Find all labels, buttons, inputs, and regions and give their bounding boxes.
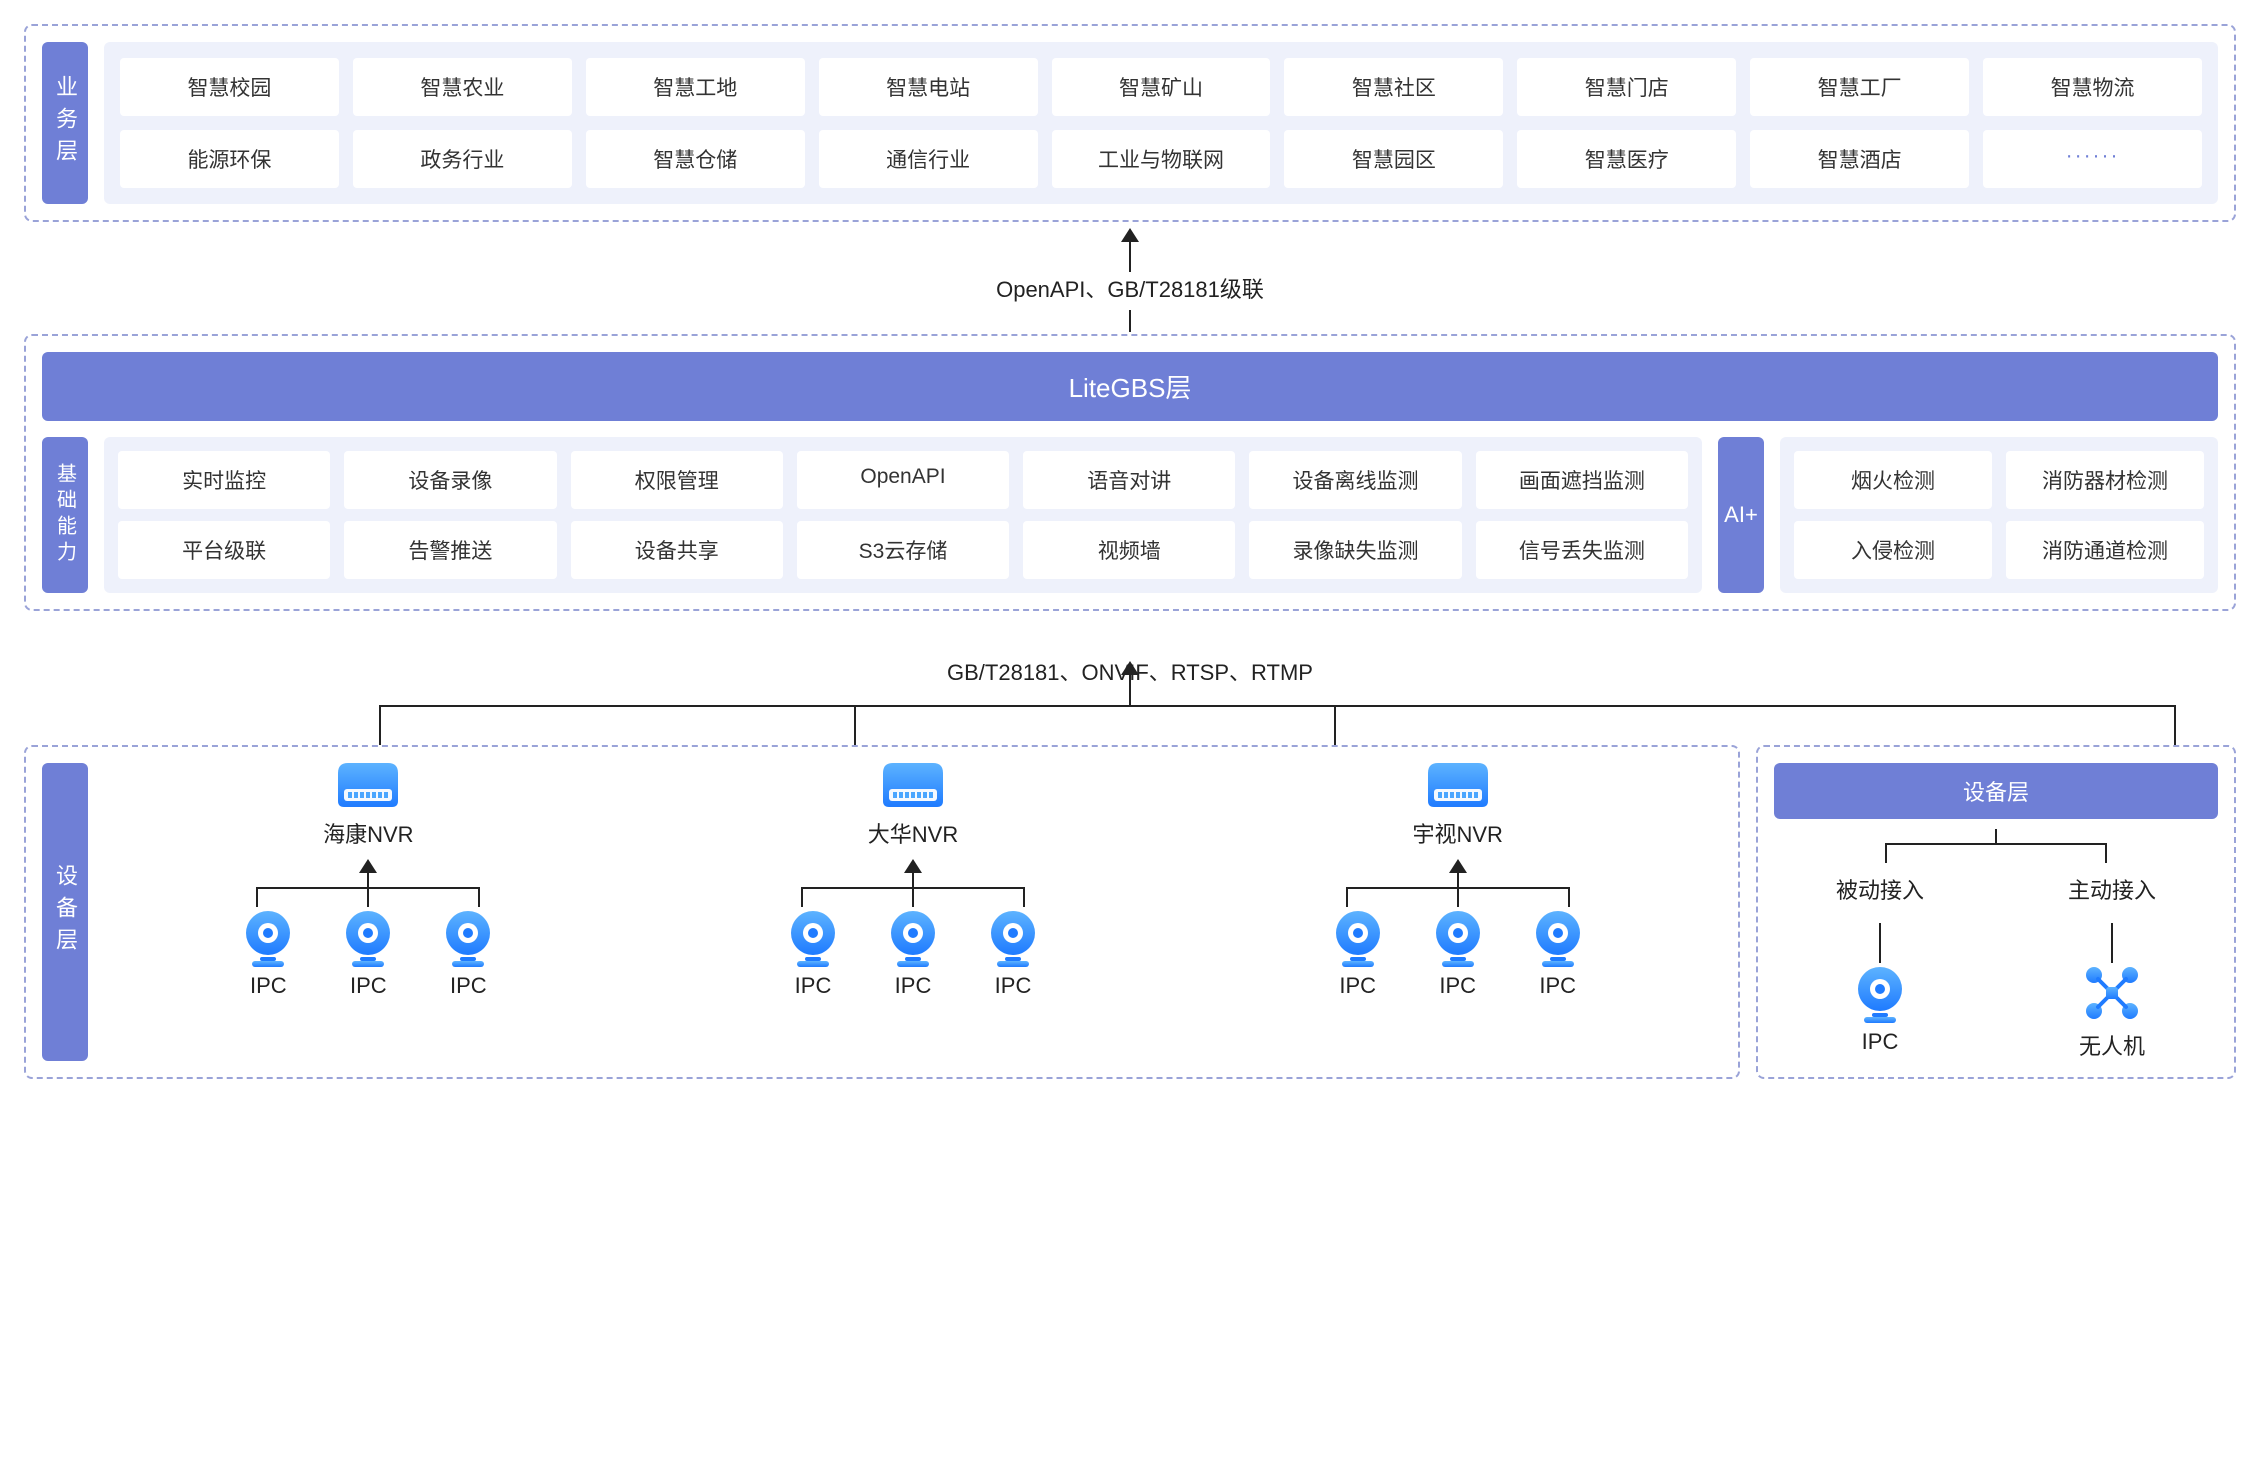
cap-cell: 实时监控 bbox=[118, 451, 330, 509]
biz-cell: 智慧校园 bbox=[120, 58, 339, 116]
biz-cell: 智慧工厂 bbox=[1750, 58, 1969, 116]
nvr-icon bbox=[1418, 763, 1498, 811]
ai-capability-label: AI+ bbox=[1718, 437, 1764, 593]
nvr-group: 宇视NVR IPC IPC IPC bbox=[1193, 763, 1722, 1061]
tree-connector bbox=[1328, 859, 1588, 907]
business-cells: 智慧校园 智慧农业 智慧工地 智慧电站 智慧矿山 智慧社区 智慧门店 智慧工厂 … bbox=[104, 42, 2218, 204]
cap-cell: 语音对讲 bbox=[1023, 451, 1235, 509]
ai-cell: 消防器材检测 bbox=[2006, 451, 2204, 509]
biz-cell: 智慧矿山 bbox=[1052, 58, 1271, 116]
ipc-label: IPC bbox=[895, 973, 932, 999]
device-right-header: 设备层 bbox=[1774, 763, 2218, 819]
access-mode: 主动接入 bbox=[2068, 873, 2156, 905]
base-capability-label: 基础能力 bbox=[42, 437, 88, 593]
cap-cell: 设备离线监测 bbox=[1249, 451, 1461, 509]
ipc-label: IPC bbox=[795, 973, 832, 999]
lite-layer: LiteGBS层 基础能力 实时监控 设备录像 权限管理 OpenAPI 语音对… bbox=[24, 334, 2236, 611]
ipc-label: IPC bbox=[995, 973, 1032, 999]
connector-bottom: GB/T28181、ONVIF、RTSP、RTMP bbox=[24, 615, 2236, 745]
cap-cell: 设备共享 bbox=[571, 521, 783, 579]
ipc-label: IPC bbox=[250, 973, 287, 999]
biz-cell: 智慧园区 bbox=[1284, 130, 1503, 188]
connector-top-label: OpenAPI、GB/T28181级联 bbox=[996, 272, 1264, 304]
ipc-icon bbox=[783, 907, 843, 967]
drone-icon bbox=[2082, 963, 2142, 1023]
base-capability-block: 基础能力 实时监控 设备录像 权限管理 OpenAPI 语音对讲 设备离线监测 … bbox=[42, 437, 1702, 593]
ipc-icon bbox=[983, 907, 1043, 967]
cap-cell: 告警推送 bbox=[344, 521, 556, 579]
right-col-active: 主动接入 无人机 bbox=[2006, 863, 2218, 1061]
ai-cell: 烟火检测 bbox=[1794, 451, 1992, 509]
ipc-icon bbox=[883, 907, 943, 967]
nvr-group: 海康NVR IPC IPC IPC bbox=[104, 763, 633, 1061]
nvr-group: 大华NVR IPC IPC IPC bbox=[649, 763, 1178, 1061]
cap-cell: 录像缺失监测 bbox=[1249, 521, 1461, 579]
arrow-up-icon bbox=[1121, 228, 1139, 242]
business-layer-label: 业务层 bbox=[42, 42, 88, 204]
biz-cell: 智慧医疗 bbox=[1517, 130, 1736, 188]
cap-cell: 权限管理 bbox=[571, 451, 783, 509]
ipc-icon bbox=[238, 907, 298, 967]
device-label: IPC bbox=[1862, 1029, 1899, 1055]
biz-cell: 智慧农业 bbox=[353, 58, 572, 116]
nvr-name: 大华NVR bbox=[868, 817, 958, 849]
biz-cell: 政务行业 bbox=[353, 130, 572, 188]
ipc-label: IPC bbox=[1439, 973, 1476, 999]
cap-cell: OpenAPI bbox=[797, 451, 1009, 509]
connector-bottom-label: GB/T28181、ONVIF、RTSP、RTMP bbox=[24, 649, 2236, 687]
device-layer-label: 设备层 bbox=[42, 763, 88, 1061]
lite-header: LiteGBS层 bbox=[42, 352, 2218, 421]
device-box-right: 设备层 被动接入 IPC 主动接入 无人机 bbox=[1756, 745, 2236, 1079]
ipc-icon bbox=[1328, 907, 1388, 967]
cap-cell: 设备录像 bbox=[344, 451, 556, 509]
ipc-label: IPC bbox=[350, 973, 387, 999]
cap-cell: 视频墙 bbox=[1023, 521, 1235, 579]
right-tree-connector bbox=[1774, 829, 2218, 863]
ai-cell: 消防通道检测 bbox=[2006, 521, 2204, 579]
ipc-icon bbox=[1850, 963, 1910, 1023]
ipc-icon bbox=[1428, 907, 1488, 967]
business-layer: 业务层 智慧校园 智慧农业 智慧工地 智慧电站 智慧矿山 智慧社区 智慧门店 智… bbox=[24, 24, 2236, 222]
device-box-left: 设备层 海康NVR IPC IPC IPC 大华NVR IPC bbox=[24, 745, 1740, 1079]
ipc-icon bbox=[338, 907, 398, 967]
cap-cell: 信号丢失监测 bbox=[1476, 521, 1688, 579]
biz-cell: 能源环保 bbox=[120, 130, 339, 188]
biz-cell-more: ······ bbox=[1983, 130, 2202, 188]
nvr-name: 海康NVR bbox=[323, 817, 413, 849]
biz-cell: 智慧社区 bbox=[1284, 58, 1503, 116]
biz-cell: 智慧酒店 bbox=[1750, 130, 1969, 188]
cap-cell: S3云存储 bbox=[797, 521, 1009, 579]
tree-connector bbox=[783, 859, 1043, 907]
nvr-icon bbox=[328, 763, 408, 811]
ipc-icon bbox=[438, 907, 498, 967]
horizontal-bus-line bbox=[379, 705, 2176, 707]
ai-capability-block: AI+ 烟火检测 消防器材检测 入侵检测 消防通道检测 bbox=[1718, 437, 2218, 593]
ai-cell: 入侵检测 bbox=[1794, 521, 1992, 579]
access-mode: 被动接入 bbox=[1836, 873, 1924, 905]
biz-cell: 通信行业 bbox=[819, 130, 1038, 188]
nvr-name: 宇视NVR bbox=[1412, 817, 1502, 849]
biz-cell: 智慧门店 bbox=[1517, 58, 1736, 116]
device-layer: 设备层 海康NVR IPC IPC IPC 大华NVR IPC bbox=[24, 745, 2236, 1079]
biz-cell: 工业与物联网 bbox=[1052, 130, 1271, 188]
ipc-label: IPC bbox=[1339, 973, 1376, 999]
ipc-label: IPC bbox=[450, 973, 487, 999]
cap-cell: 平台级联 bbox=[118, 521, 330, 579]
biz-cell: 智慧仓储 bbox=[586, 130, 805, 188]
right-col-passive: 被动接入 IPC bbox=[1774, 863, 1986, 1061]
tree-connector bbox=[238, 859, 498, 907]
device-label: 无人机 bbox=[2079, 1029, 2145, 1061]
biz-cell: 智慧工地 bbox=[586, 58, 805, 116]
biz-cell: 智慧电站 bbox=[819, 58, 1038, 116]
connector-top: OpenAPI、GB/T28181级联 bbox=[24, 228, 2236, 332]
cap-cell: 画面遮挡监测 bbox=[1476, 451, 1688, 509]
ipc-icon bbox=[1528, 907, 1588, 967]
ipc-label: IPC bbox=[1539, 973, 1576, 999]
biz-cell: 智慧物流 bbox=[1983, 58, 2202, 116]
nvr-icon bbox=[873, 763, 953, 811]
